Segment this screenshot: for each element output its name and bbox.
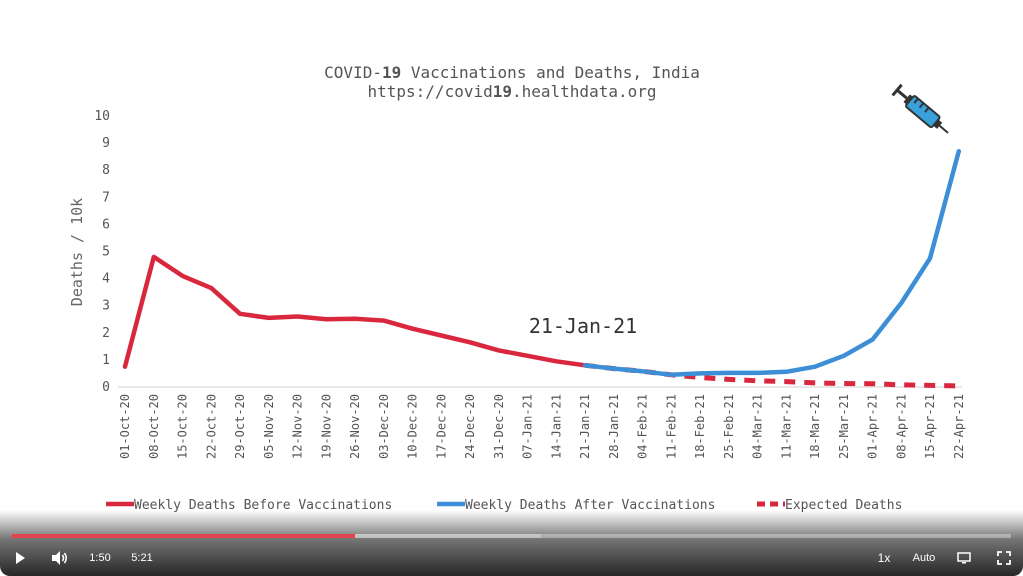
y-tick-label: 1 — [102, 353, 110, 368]
current-time: 1:50 — [89, 552, 111, 564]
syringe-icon — [891, 83, 949, 134]
x-tick-label: 05-Nov-20 — [262, 394, 276, 459]
cast-icon — [957, 552, 971, 564]
legend-label: Expected Deaths — [785, 498, 902, 513]
x-tick-label: 03-Dec-20 — [377, 394, 391, 459]
x-tick-label: 22-Oct-20 — [204, 394, 218, 459]
x-tick-label: 25-Feb-21 — [722, 394, 736, 459]
y-tick-label: 0 — [102, 380, 110, 395]
y-tick-label: 9 — [102, 136, 110, 151]
x-tick-label: 21-Jan-21 — [578, 394, 592, 459]
y-tick-label: 6 — [102, 217, 110, 232]
y-tick-label: 5 — [102, 245, 110, 260]
legend: Weekly Deaths Before Vaccinations Weekly … — [106, 498, 902, 513]
x-tick-label: 18-Feb-21 — [693, 394, 707, 459]
series-lines — [122, 148, 962, 389]
x-tick-label: 25-Mar-21 — [837, 394, 851, 459]
x-tick-label: 28-Jan-21 — [607, 394, 621, 459]
x-tick-label: 08-Apr-21 — [894, 394, 908, 459]
series-line-2 — [582, 148, 962, 378]
video-controls: 1:50 5:21 1x Auto — [0, 510, 1023, 576]
x-tick-label: 17-Dec-20 — [434, 394, 448, 459]
y-tick-label: 10 — [94, 109, 110, 124]
x-tick-label: 24-Dec-20 — [463, 394, 477, 459]
x-tick-label: 15-Oct-20 — [176, 394, 190, 459]
speed-button[interactable]: 1x — [877, 551, 891, 565]
play-button[interactable] — [10, 548, 30, 568]
x-tick-label: 22-Apr-21 — [952, 394, 966, 459]
chart-title-line2: https://covid19.healthdata.org — [368, 82, 657, 101]
x-tick-label: 01-Oct-20 — [118, 394, 132, 459]
x-tick-label: 07-Jan-21 — [521, 394, 535, 459]
x-tick-label: 14-Jan-21 — [549, 394, 563, 459]
volume-icon — [52, 551, 68, 565]
x-tick-labels: 01-Oct-20 08-Oct-20 15-Oct-20 22-Oct-20 29-O… — [118, 394, 966, 459]
x-tick-label: 11-Feb-21 — [664, 394, 678, 459]
fullscreen-icon — [997, 551, 1011, 565]
y-tick-labels: 0 1 2 3 4 5 6 7 8 9 10 — [94, 109, 110, 395]
x-tick-label: 15-Apr-21 — [923, 394, 937, 459]
y-tick-label: 4 — [102, 272, 110, 287]
series-line-1 — [122, 254, 588, 369]
x-tick-label: 08-Oct-20 — [147, 394, 161, 459]
x-tick-label: 01-Apr-21 — [866, 394, 880, 459]
x-tick-label: 11-Mar-21 — [779, 394, 793, 459]
chart-title-line1: COVID-19 Vaccinations and Deaths, India — [324, 63, 700, 82]
x-tick-label: 26-Nov-20 — [348, 394, 362, 459]
cast-button[interactable] — [954, 548, 974, 568]
progress-played — [12, 534, 355, 538]
volume-button[interactable] — [50, 548, 70, 568]
y-tick-label: 3 — [102, 299, 110, 314]
date-annotation: 21-Jan-21 — [529, 314, 637, 338]
play-icon — [16, 552, 25, 564]
legend-label: Weekly Deaths After Vaccinations — [465, 498, 715, 513]
x-tick-label: 04-Mar-21 — [751, 394, 765, 459]
fullscreen-button[interactable] — [994, 548, 1014, 568]
series-line-3 — [584, 362, 959, 389]
y-axis-label: Deaths / 10k — [68, 198, 86, 306]
x-tick-label: 19-Nov-20 — [319, 394, 333, 459]
x-tick-label: 18-Mar-21 — [808, 394, 822, 459]
x-tick-label: 12-Nov-20 — [291, 394, 305, 459]
progress-bar[interactable] — [12, 534, 1011, 538]
y-tick-label: 8 — [102, 163, 110, 178]
y-tick-label: 7 — [102, 190, 110, 205]
x-tick-label: 10-Dec-20 — [406, 394, 420, 459]
legend-label: Weekly Deaths Before Vaccinations — [134, 498, 392, 513]
quality-button[interactable]: Auto — [912, 552, 936, 564]
x-tick-label: 31-Dec-20 — [492, 394, 506, 459]
duration: 5:21 — [131, 552, 153, 564]
y-tick-label: 2 — [102, 326, 110, 341]
x-tick-label: 29-Oct-20 — [233, 394, 247, 459]
x-tick-label: 04-Feb-21 — [636, 394, 650, 459]
